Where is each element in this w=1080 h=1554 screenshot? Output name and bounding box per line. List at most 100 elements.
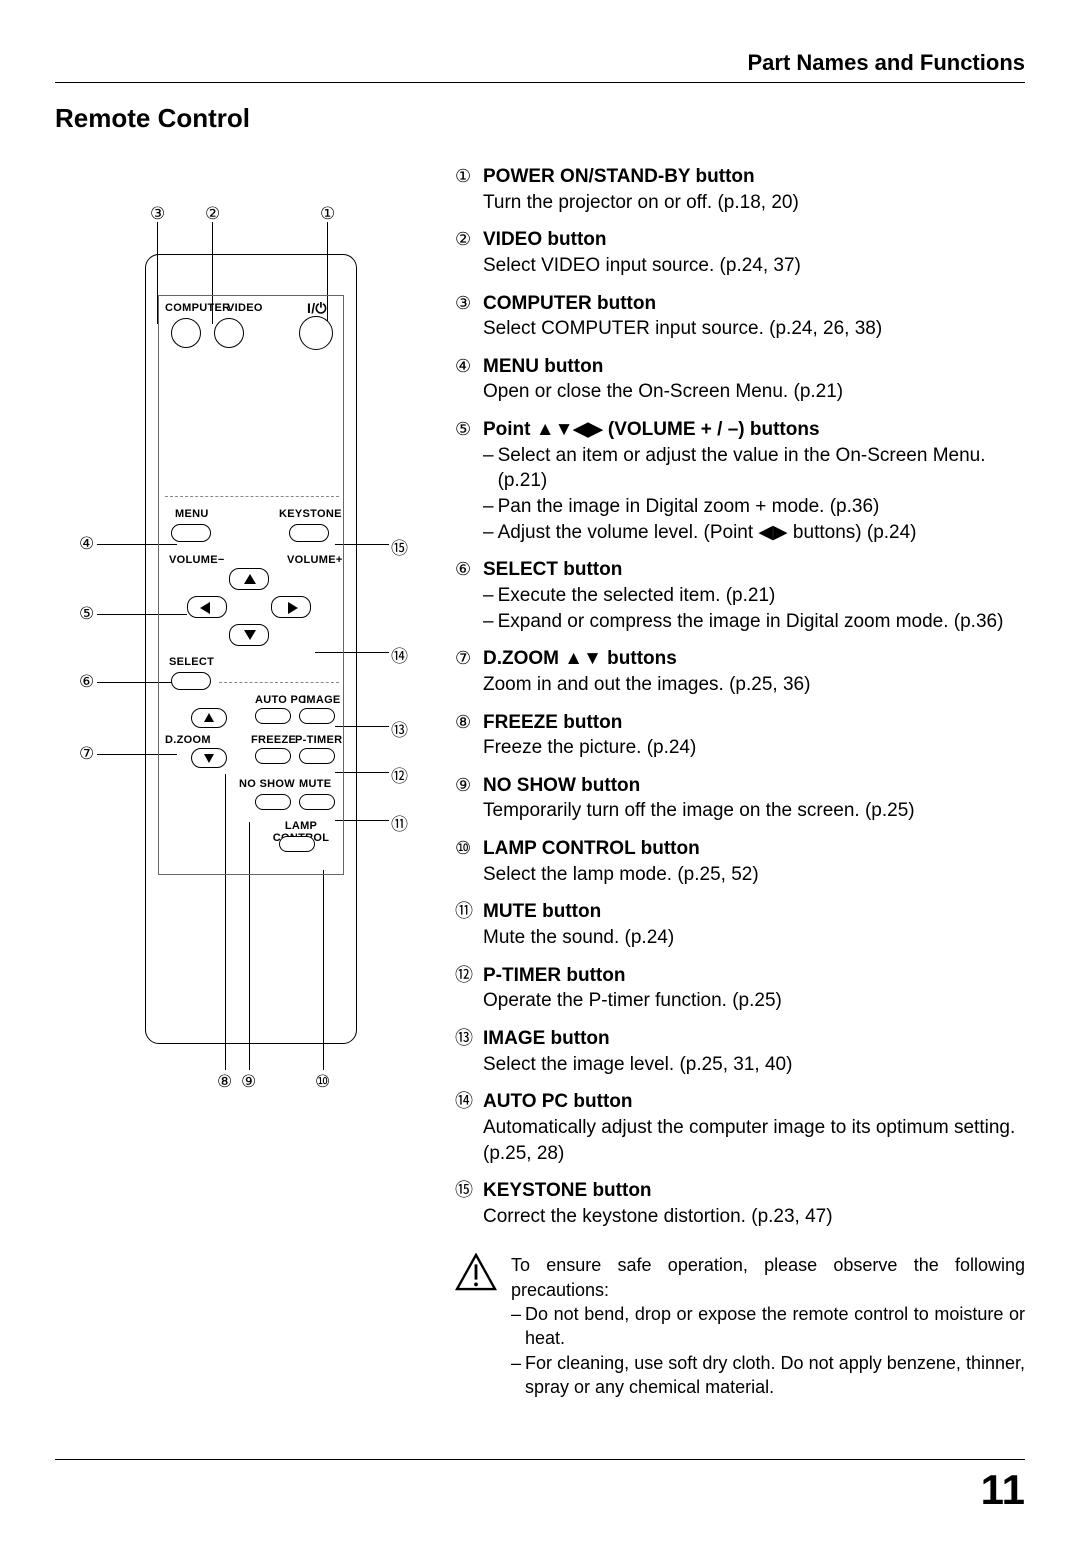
btn-select [171,672,211,690]
label-mute: MUTE [299,778,331,790]
item-desc: Temporarily turn off the image on the sc… [483,798,1025,824]
item-desc: Select the image level. (p.25, 31, 40) [483,1052,1025,1078]
item-sub: –Select an item or adjust the value in t… [483,443,1025,494]
callout-3: ③ [150,204,165,224]
callout-6: ⑥ [79,672,94,692]
btn-right [271,596,311,618]
callout-10: ⑩ [315,1072,330,1092]
function-item: ⑮KEYSTONE buttonCorrect the keystone dis… [455,1178,1025,1229]
item-number: ④ [455,354,477,378]
item-number: ⑫ [455,963,477,987]
btn-lamp [279,836,315,852]
label-computer: COMPUTER [165,302,230,314]
item-desc: Open or close the On-Screen Menu. (p.21) [483,379,1025,405]
btn-up [229,568,269,590]
label-volminus: VOLUME− [169,554,225,566]
function-item: ②VIDEO buttonSelect VIDEO input source. … [455,227,1025,278]
warning-sub: –Do not bend, drop or expose the remote … [511,1302,1025,1351]
section-header: Part Names and Functions [55,50,1025,76]
function-item: ⑩LAMP CONTROL buttonSelect the lamp mode… [455,836,1025,887]
label-select: SELECT [169,656,214,668]
item-title: KEYSTONE button [483,1178,652,1204]
label-freeze: FREEZE [251,734,296,746]
warning-box: To ensure safe operation, please observe… [455,1253,1025,1399]
item-sub: –Adjust the volume level. (Point ◀▶ butt… [483,520,1025,546]
item-title: Point ▲▼◀▶ (VOLUME + / –) buttons [483,417,820,443]
label-power: I/⏻ [307,300,327,317]
btn-left [187,596,227,618]
callout-13: ⑬ [391,716,408,741]
btn-dzoom-dn [191,748,227,768]
item-title: D.ZOOM ▲▼ buttons [483,646,677,672]
item-title: IMAGE button [483,1026,610,1052]
item-number: ⑧ [455,710,477,734]
item-desc: Select the lamp mode. (p.25, 52) [483,862,1025,888]
item-desc: Freeze the picture. (p.24) [483,735,1025,761]
item-number: ⑬ [455,1026,477,1050]
remote-diagram: ③ ② ① ④ ⑤ ⑥ ⑦ ⑮ ⑭ ⑬ ⑫ ⑪ [55,164,425,1124]
function-item: ④MENU buttonOpen or close the On-Screen … [455,354,1025,405]
callout-1: ① [320,204,335,224]
item-desc: Select VIDEO input source. (p.24, 37) [483,253,1025,279]
btn-keystone [289,524,329,542]
item-title: NO SHOW button [483,773,640,799]
item-title: VIDEO button [483,227,606,253]
item-title: COMPUTER button [483,291,656,317]
item-number: ② [455,227,477,251]
btn-mute [299,794,335,810]
function-item: ①POWER ON/STAND-BY buttonTurn the projec… [455,164,1025,215]
item-title: MUTE button [483,899,601,925]
function-item: ⑨NO SHOW buttonTemporarily turn off the … [455,773,1025,824]
callout-9: ⑨ [241,1072,256,1092]
label-keystone: KEYSTONE [279,508,342,520]
item-number: ⑤ [455,417,477,441]
item-number: ⑨ [455,773,477,797]
item-number: ⑭ [455,1089,477,1113]
label-noshow: NO SHOW [239,778,295,790]
item-desc: Zoom in and out the images. (p.25, 36) [483,672,1025,698]
label-dzoom: D.ZOOM [165,734,211,746]
callout-15: ⑮ [391,534,408,559]
page-title: Remote Control [55,103,1025,134]
label-menu: MENU [175,508,209,520]
btn-noshow [255,794,291,810]
item-title: POWER ON/STAND-BY button [483,164,755,190]
item-number: ⑮ [455,1178,477,1202]
label-video: VIDEO [227,302,263,314]
button-list: ①POWER ON/STAND-BY buttonTurn the projec… [455,164,1025,1399]
item-number: ① [455,164,477,188]
item-desc: Mute the sound. (p.24) [483,925,1025,951]
item-sub: –Pan the image in Digital zoom + mode. (… [483,494,1025,520]
btn-image [299,708,335,724]
callout-12: ⑫ [391,762,408,787]
label-ptimer: P-TIMER [295,734,342,746]
item-number: ③ [455,291,477,315]
function-item: ⑬IMAGE buttonSelect the image level. (p.… [455,1026,1025,1077]
item-title: AUTO PC button [483,1089,633,1115]
item-desc: Select COMPUTER input source. (p.24, 26,… [483,316,1025,342]
function-item: ③COMPUTER buttonSelect COMPUTER input so… [455,291,1025,342]
callout-8: ⑧ [217,1072,232,1092]
item-number: ⑦ [455,646,477,670]
item-title: SELECT button [483,557,622,583]
btn-video [214,318,244,348]
item-number: ⑥ [455,557,477,581]
item-title: FREEZE button [483,710,622,736]
item-title: P-TIMER button [483,963,625,989]
btn-dzoom-up [191,708,227,728]
warning-icon [455,1253,497,1399]
btn-ptimer [299,748,335,764]
function-item: ⑦D.ZOOM ▲▼ buttonsZoom in and out the im… [455,646,1025,697]
callout-2: ② [205,204,220,224]
item-sub: –Execute the selected item. (p.21) [483,583,1025,609]
btn-autopc [255,708,291,724]
remote-body: COMPUTER VIDEO I/⏻ MENU KEYSTONE VOLUME−… [145,254,357,1044]
item-title: MENU button [483,354,603,380]
callout-4: ④ [79,534,94,554]
item-desc: Automatically adjust the computer image … [483,1115,1025,1166]
function-item: ⑫P-TIMER buttonOperate the P-timer funct… [455,963,1025,1014]
function-item: ⑭AUTO PC buttonAutomatically adjust the … [455,1089,1025,1166]
function-item: ⑧FREEZE buttonFreeze the picture. (p.24) [455,710,1025,761]
callout-7: ⑦ [79,744,94,764]
warning-sub: –For cleaning, use soft dry cloth. Do no… [511,1351,1025,1400]
